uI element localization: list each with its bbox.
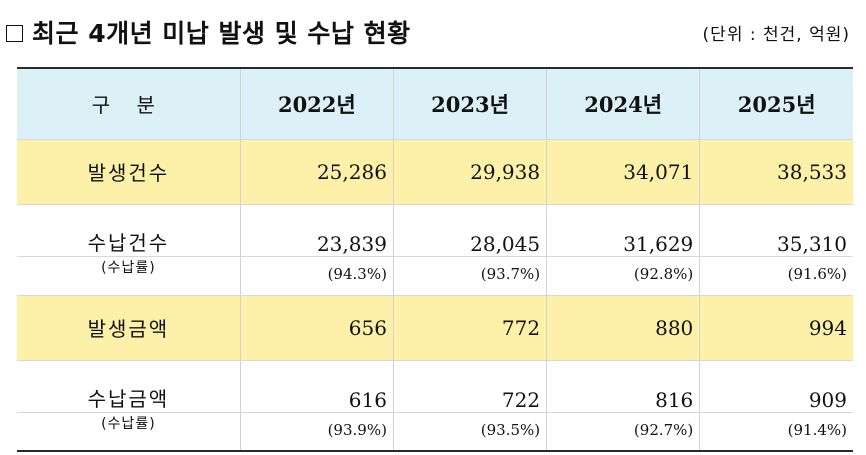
table-cell: (92.7%) bbox=[546, 411, 701, 452]
table-cell: 772 bbox=[392, 294, 548, 361]
table-cell: 35,310 bbox=[699, 203, 853, 257]
table-cell: (93.5%) bbox=[392, 411, 548, 452]
table-row: 수납건수 23,839 28,045 31,629 35,310 bbox=[17, 203, 853, 257]
table-row: 발생금액 656 772 880 994 bbox=[17, 294, 853, 361]
header-year: 2023년 bbox=[392, 67, 548, 140]
table-cell: 616 bbox=[239, 359, 394, 413]
title-row: 최근 4개년 미납 발생 및 수납 현황 (단위 : 천건, 억원) bbox=[6, 14, 860, 50]
table-cell: 656 bbox=[239, 294, 394, 361]
table-cell: 25,286 bbox=[239, 138, 394, 205]
row-label: (수납률) bbox=[17, 255, 241, 296]
table-row: 수납금액 616 722 816 909 bbox=[17, 359, 853, 413]
table-header-row: 구 분 2022년 2023년 2024년 2025년 bbox=[17, 67, 853, 140]
table-row: (수납률) (93.9%) (93.5%) (92.7%) (91.4%) bbox=[17, 411, 853, 452]
stats-table: 구 분 2022년 2023년 2024년 2025년 발생건수 25,286 … bbox=[17, 67, 853, 452]
table-cell: 909 bbox=[699, 359, 853, 413]
page-title-text: 최근 4개년 미납 발생 및 수납 현황 bbox=[32, 19, 411, 48]
table-cell: (94.3%) bbox=[239, 255, 394, 296]
page-title: 최근 4개년 미납 발생 및 수납 현황 bbox=[6, 14, 411, 50]
table-cell: (91.4%) bbox=[699, 411, 853, 452]
table-cell: 38,533 bbox=[699, 138, 853, 205]
row-label: 발생금액 bbox=[17, 294, 241, 361]
table-cell: 29,938 bbox=[392, 138, 548, 205]
table-cell: 34,071 bbox=[546, 138, 701, 205]
row-label: 수납건수 bbox=[17, 203, 241, 257]
table-cell: 23,839 bbox=[239, 203, 394, 257]
table-row: (수납률) (94.3%) (93.7%) (92.8%) (91.6%) bbox=[17, 255, 853, 296]
table-cell: (92.8%) bbox=[546, 255, 701, 296]
table-row: 발생건수 25,286 29,938 34,071 38,533 bbox=[17, 138, 853, 205]
checkbox-square-icon bbox=[6, 24, 23, 42]
row-label: 발생건수 bbox=[17, 138, 241, 205]
header-year: 2025년 bbox=[699, 67, 853, 140]
row-label: 수납금액 bbox=[17, 359, 241, 413]
table-cell: 880 bbox=[546, 294, 701, 361]
header-year: 2024년 bbox=[546, 67, 701, 140]
row-label: (수납률) bbox=[17, 411, 241, 452]
table-cell: 816 bbox=[546, 359, 701, 413]
table-cell: 28,045 bbox=[392, 203, 548, 257]
table-cell: 994 bbox=[699, 294, 853, 361]
header-category: 구 분 bbox=[17, 67, 241, 140]
header-year: 2022년 bbox=[239, 67, 394, 140]
table-cell: (93.7%) bbox=[392, 255, 548, 296]
table-cell: (91.6%) bbox=[699, 255, 853, 296]
table-cell: (93.9%) bbox=[239, 411, 394, 452]
unit-note: (단위 : 천건, 억원) bbox=[702, 25, 850, 45]
table-cell: 31,629 bbox=[546, 203, 701, 257]
table-cell: 722 bbox=[392, 359, 548, 413]
